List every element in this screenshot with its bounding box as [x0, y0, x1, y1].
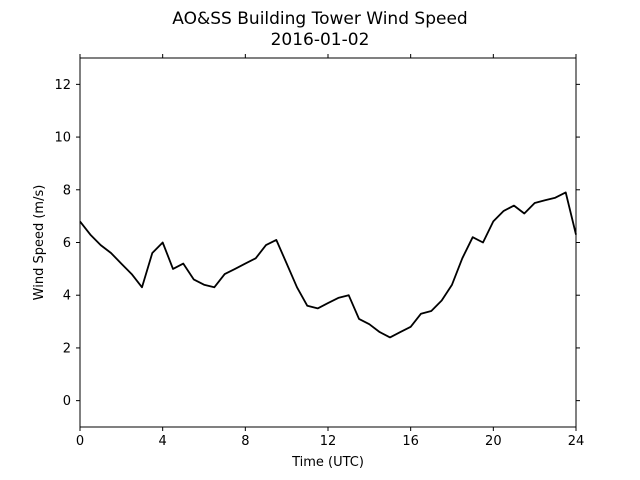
x-tick-label: 20 — [485, 434, 502, 449]
x-axis-label: Time (UTC) — [291, 455, 364, 470]
y-tick-label: 4 — [63, 289, 71, 304]
x-tick-label: 4 — [159, 434, 167, 449]
plot-lines — [79, 191, 577, 339]
y-tick-label: 10 — [54, 131, 71, 146]
y-tick-label: 12 — [54, 78, 71, 93]
x-tick-label: 0 — [76, 434, 84, 449]
y-tick-label: 2 — [63, 341, 71, 356]
x-tick-label: 24 — [568, 434, 585, 449]
chart-subtitle: 2016-01-02 — [271, 30, 370, 50]
y-ticks: 0 2 4 6 8 10 12 — [54, 78, 580, 409]
x-tick-label: 8 — [241, 434, 249, 449]
series-line-0 — [79, 191, 577, 339]
y-axis-label: Wind Speed (m/s) — [32, 185, 47, 301]
chart-title: AO&SS Building Tower Wind Speed — [172, 9, 467, 29]
plot-frame — [79, 57, 577, 428]
x-tick-label: 16 — [402, 434, 419, 449]
y-tick-label: 0 — [63, 394, 71, 409]
x-tick-label: 12 — [320, 434, 337, 449]
y-tick-label: 8 — [63, 183, 71, 198]
x-ticks: 0 4 8 12 16 20 24 — [76, 54, 584, 449]
y-tick-label: 6 — [63, 236, 71, 251]
